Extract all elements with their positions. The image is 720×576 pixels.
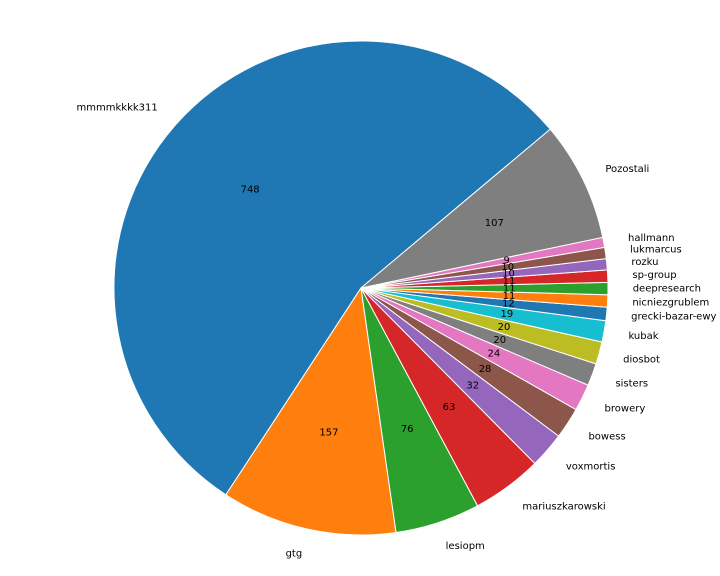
category-label-sp-group: sp-group xyxy=(632,270,676,281)
pie-slice-gtg xyxy=(225,286,397,536)
value-label-sp-group: 11 xyxy=(503,276,516,287)
value-label-rozku: 10 xyxy=(502,269,515,280)
category-label-sisters: sisters xyxy=(615,378,648,389)
pie-slice-pozostali xyxy=(360,128,604,289)
pie-slice-mmmmkkkk311 xyxy=(113,40,551,496)
value-label-mmmmkkkk311: 748 xyxy=(241,185,260,196)
category-label-gtg: gtg xyxy=(286,548,303,559)
value-label-kubak: 19 xyxy=(501,309,514,320)
value-label-grecki-bazar-ewy: 12 xyxy=(502,299,515,310)
category-label-hallmann: hallmann xyxy=(628,233,675,244)
value-label-sisters: 20 xyxy=(493,335,506,346)
value-label-hallmann: 9 xyxy=(503,256,509,267)
category-label-deepresearch: deepresearch xyxy=(633,284,701,295)
value-label-gtg: 157 xyxy=(319,428,338,439)
category-label-rozku: rozku xyxy=(631,257,658,268)
category-label-lukmarcus: lukmarcus xyxy=(630,244,682,255)
category-label-voxmortis: voxmortis xyxy=(566,461,616,472)
category-label-grecki-bazar-ewy: grecki-bazar-ewy xyxy=(631,312,716,323)
category-label-pozostali: Pozostali xyxy=(605,164,649,175)
category-label-mmmmkkkk311: mmmmkkkk311 xyxy=(77,103,158,114)
category-label-nicniezgrublem: nicniezgrublem xyxy=(632,297,709,308)
value-label-lesiopm: 76 xyxy=(401,424,414,435)
value-label-diosbot: 20 xyxy=(498,322,511,333)
category-label-mariuszkarowski: mariuszkarowski xyxy=(522,502,605,513)
value-label-browery: 24 xyxy=(487,349,500,360)
value-label-deepresearch: 11 xyxy=(503,283,516,294)
category-label-lesiopm: lesiopm xyxy=(446,541,485,552)
value-label-bowess: 28 xyxy=(479,364,492,375)
value-label-pozostali: 107 xyxy=(485,218,504,229)
category-label-diosbot: diosbot xyxy=(623,355,660,366)
category-label-browery: browery xyxy=(605,403,646,414)
value-label-voxmortis: 32 xyxy=(466,380,479,391)
category-label-kubak: kubak xyxy=(628,331,658,342)
value-label-mariuszkarowski: 63 xyxy=(443,402,456,413)
category-label-bowess: bowess xyxy=(588,432,625,443)
value-label-lukmarcus: 10 xyxy=(501,262,514,273)
value-label-nicniezgrublem: 11 xyxy=(503,291,516,302)
category-labels-layer: mmmmkkkk311 gtg lesiopm mariuszkarowski voxm… xyxy=(77,103,717,560)
slices-layer xyxy=(113,40,609,536)
